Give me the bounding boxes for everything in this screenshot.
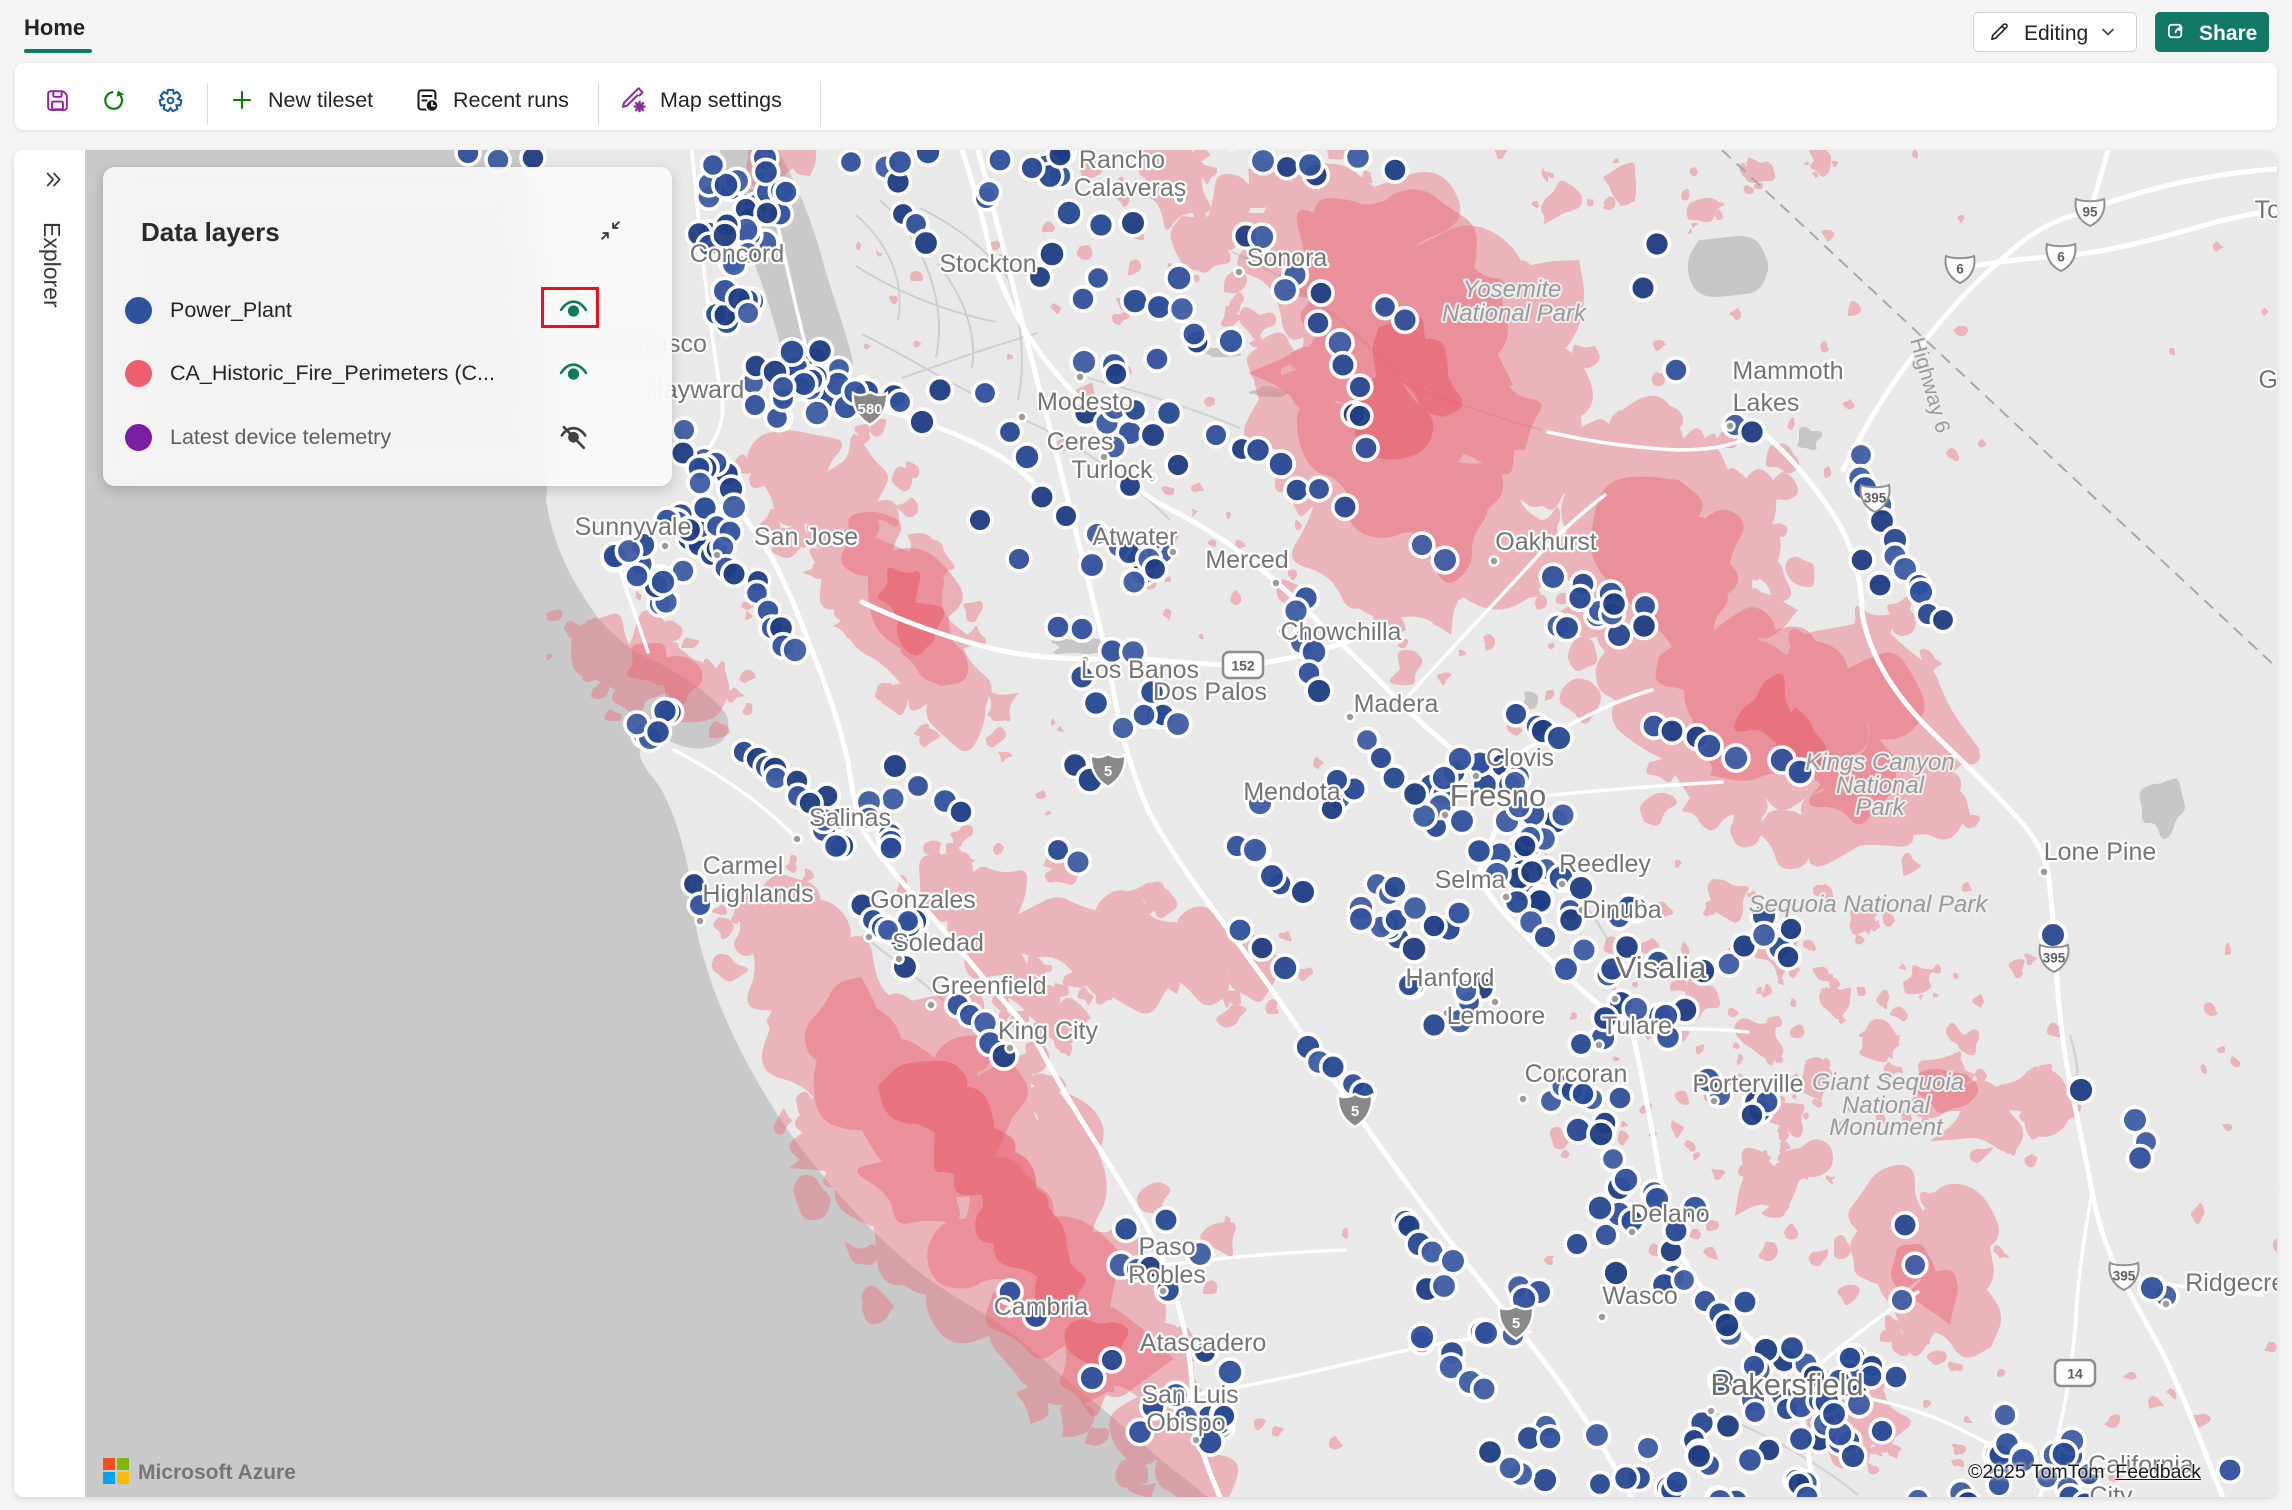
svg-text:Ridgecrest: Ridgecrest [2185,1269,2277,1297]
svg-text:Greenfield: Greenfield [931,972,1046,1000]
svg-text:5: 5 [1512,1315,1520,1332]
svg-text:Obispo: Obispo [1146,1409,1225,1437]
svg-text:Lemoore: Lemoore [1447,1002,1546,1030]
svg-text:Carmel: Carmel [703,852,784,880]
svg-text:Sonora: Sonora [1247,244,1328,272]
svg-text:Atascadero: Atascadero [1140,1329,1266,1357]
svg-text:Hanford: Hanford [1406,964,1495,992]
svg-text:395: 395 [2113,1269,2136,1284]
svg-text:Lakes: Lakes [1733,389,1800,417]
svg-text:Monument: Monument [1829,1114,1944,1141]
svg-text:Sunnyvale: Sunnyvale [575,513,692,541]
svg-text:California: California [2088,1451,2194,1479]
svg-text:Clovis: Clovis [1486,744,1554,772]
svg-text:Yosemite: Yosemite [1463,276,1562,303]
svg-text:Visalia: Visalia [1616,950,1708,985]
svg-text:National: National [1842,1092,1931,1119]
svg-text:Tor: Tor [2255,196,2277,224]
svg-text:Fresno: Fresno [1450,778,1546,813]
svg-text:Concord: Concord [690,240,785,268]
svg-text:Calaveras: Calaveras [1074,174,1187,202]
svg-text:National Park: National Park [1442,300,1588,327]
svg-text:Chowchilla: Chowchilla [1281,618,1402,646]
svg-text:Tulare: Tulare [1602,1012,1672,1040]
svg-text:Rancho: Rancho [1079,150,1165,174]
svg-text:Los Banos: Los Banos [1081,656,1199,684]
svg-text:Bakersfield: Bakersfield [1710,1367,1863,1402]
svg-text:Wasco: Wasco [1602,1282,1677,1310]
svg-text:National: National [1836,772,1925,799]
svg-text:Reedley: Reedley [1559,850,1651,878]
svg-text:Kings Canyon: Kings Canyon [1805,749,1954,776]
svg-text:152: 152 [1231,658,1255,674]
svg-text:Ceres: Ceres [1047,428,1114,456]
svg-text:Soledad: Soledad [892,929,984,957]
svg-text:Robles: Robles [1128,1261,1206,1289]
svg-text:Highlands: Highlands [702,880,813,908]
svg-text:Lone Pine: Lone Pine [2044,838,2157,866]
svg-text:Paso: Paso [1139,1233,1196,1261]
svg-text:Porterville: Porterville [1692,1070,1803,1098]
svg-text:395: 395 [2043,951,2066,966]
svg-text:King City: King City [998,1017,1099,1045]
svg-text:Mendota: Mendota [1243,778,1340,806]
svg-text:Dos Palos: Dos Palos [1153,678,1267,706]
svg-text:6: 6 [1956,262,1964,277]
svg-text:14: 14 [2067,1366,2083,1382]
svg-text:Atwater: Atwater [1093,523,1178,551]
svg-text:San Jose: San Jose [754,523,858,551]
svg-text:Oakhurst: Oakhurst [1495,528,1596,556]
svg-text:Giant Sequoia: Giant Sequoia [1812,1069,1964,1096]
svg-text:Corcoran: Corcoran [1525,1060,1628,1088]
svg-text:Cambria: Cambria [994,1293,1089,1321]
svg-text:Salinas: Salinas [809,804,891,832]
svg-text:6: 6 [2057,250,2065,265]
svg-text:Gonzales: Gonzales [870,886,976,914]
svg-text:5: 5 [1104,763,1112,780]
svg-text:Dinuba: Dinuba [1582,896,1661,924]
svg-text:395: 395 [1864,491,1887,506]
svg-text:Selma: Selma [1435,866,1506,894]
svg-text:Gol: Gol [2259,366,2277,394]
svg-text:Sequoia National Park: Sequoia National Park [1749,891,1990,918]
svg-text:95: 95 [2082,205,2098,220]
svg-text:Madera: Madera [1354,690,1439,718]
svg-text:Turlock: Turlock [1071,456,1153,484]
svg-text:5: 5 [1351,1103,1359,1120]
svg-text:City: City [2089,1482,2133,1497]
svg-text:Delano: Delano [1630,1200,1709,1228]
svg-text:Park: Park [1855,794,1906,821]
svg-text:Merced: Merced [1205,546,1288,574]
svg-text:San Luis: San Luis [1141,1381,1238,1409]
svg-text:Stockton: Stockton [939,250,1036,278]
svg-text:Mammoth: Mammoth [1732,357,1843,385]
svg-text:Modesto: Modesto [1037,388,1133,416]
svg-text:580: 580 [857,401,882,418]
